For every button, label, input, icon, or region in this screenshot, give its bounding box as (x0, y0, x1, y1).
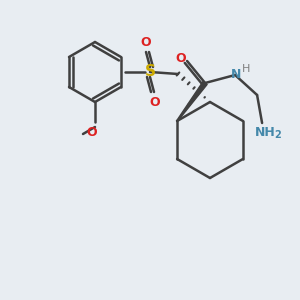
Text: 2: 2 (275, 130, 281, 140)
Text: O: O (141, 35, 151, 49)
Text: O: O (87, 125, 97, 139)
Text: NH: NH (255, 127, 275, 140)
Text: O: O (176, 52, 186, 65)
Text: N: N (231, 68, 241, 82)
Text: S: S (145, 64, 155, 80)
Text: O: O (150, 95, 160, 109)
Polygon shape (177, 82, 207, 121)
Text: H: H (242, 64, 250, 74)
